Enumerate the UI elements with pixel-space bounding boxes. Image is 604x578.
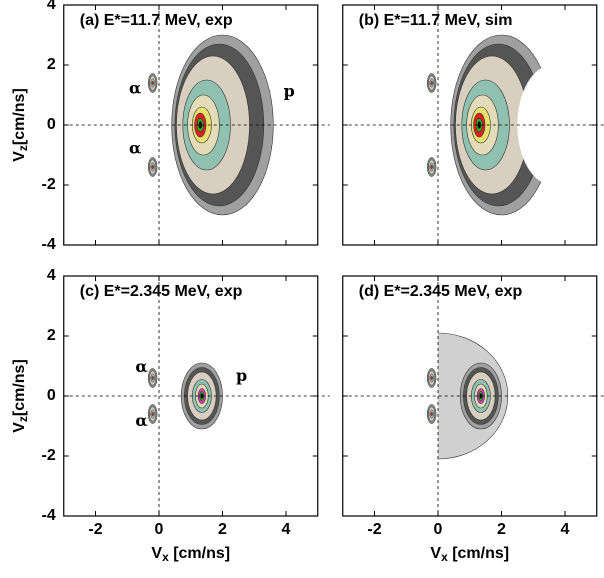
x-axis-label-part: [cm/ns] — [169, 545, 230, 562]
x-axis-label: Vx [cm/ns] — [430, 545, 509, 564]
alpha-blob — [151, 164, 154, 170]
annotation: α — [135, 357, 147, 376]
panel-title: (b) E*=11.7 MeV, sim — [359, 12, 513, 29]
x-tick-label: 4 — [561, 521, 570, 538]
panel: -4 -2 0 2 4 (a) E*=11.7 MeV, exp α α p Vz[cm/ns] — [11, 0, 330, 253]
x-axis-label: Vx [cm/ns] — [151, 545, 230, 564]
panel-title: (d) E*=2.345 MeV, exp — [359, 283, 523, 300]
alpha-blob — [430, 375, 433, 381]
x-tick-label: 4 — [282, 521, 291, 538]
y-tick-label: -4 — [42, 236, 56, 253]
y-axis-label-part: [cm/ns] — [11, 359, 28, 416]
annotation: α — [129, 139, 141, 158]
x-axis-label-part: V — [151, 545, 162, 562]
x-axis-label-part: x — [441, 550, 448, 564]
y-axis-label-part: V — [11, 422, 28, 433]
y-axis-label-part: V — [11, 151, 28, 162]
y-tick-label: -4 — [42, 507, 56, 524]
x-tick-label: 0 — [434, 521, 443, 538]
contour-level — [477, 121, 482, 129]
y-axis-label-part: [cm/ns] — [11, 88, 28, 145]
y-tick-label: 4 — [47, 0, 56, 13]
panel: -2 0 2 4 (d) E*=2.345 MeV, exp Vx [cm/ns] — [342, 275, 604, 564]
contour-gap — [517, 65, 588, 185]
y-axis-label-part: z — [16, 416, 30, 422]
annotation: p — [284, 82, 295, 101]
y-tick-label: 2 — [47, 327, 56, 344]
y-tick-label: -2 — [42, 176, 56, 193]
panel: (b) E*=11.7 MeV, sim — [342, 4, 604, 246]
y-tick-label: 0 — [47, 116, 56, 133]
y-tick-label: -2 — [42, 447, 56, 464]
annotation: α — [129, 79, 141, 98]
alpha-blob — [151, 411, 154, 417]
x-tick-label: 2 — [497, 521, 506, 538]
x-axis-label-part: V — [430, 545, 441, 562]
contour-level — [198, 121, 203, 129]
x-tick-label: -2 — [367, 521, 381, 538]
x-axis-label-part: [cm/ns] — [448, 545, 509, 562]
x-tick-label: 0 — [155, 521, 164, 538]
y-tick-label: 2 — [47, 56, 56, 73]
y-axis-label: Vz[cm/ns] — [11, 359, 30, 433]
annotation: p — [236, 366, 247, 385]
panel-title: (c) E*=2.345 MeV, exp — [80, 283, 243, 300]
y-tick-label: 4 — [47, 267, 56, 284]
panel-title: (a) E*=11.7 MeV, exp — [80, 12, 233, 29]
y-tick-label: 0 — [47, 387, 56, 404]
x-tick-label: 2 — [218, 521, 227, 538]
plot-area — [147, 34, 274, 216]
alpha-blob — [151, 80, 154, 86]
x-tick-label: -2 — [88, 521, 102, 538]
alpha-blob — [430, 80, 433, 86]
x-axis-label-part: x — [162, 550, 169, 564]
alpha-blob — [430, 411, 433, 417]
y-axis-label: Vz[cm/ns] — [11, 88, 30, 162]
alpha-blob — [430, 164, 433, 170]
y-axis-label-part: z — [16, 145, 30, 151]
alpha-blob — [151, 375, 154, 381]
annotation: α — [135, 411, 147, 430]
